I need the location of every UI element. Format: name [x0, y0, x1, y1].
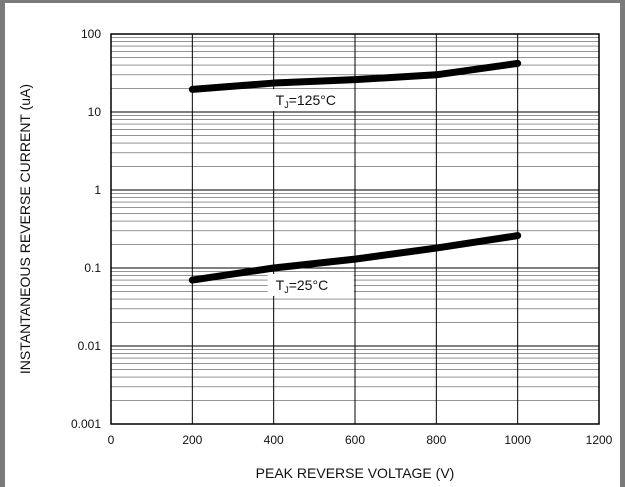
data-point [435, 247, 437, 249]
x-tick-label: 1200 [586, 433, 613, 447]
data-point [354, 79, 356, 81]
data-point [354, 258, 356, 260]
major-gridlines [110, 33, 600, 425]
data-point [435, 74, 437, 76]
data-point [273, 267, 275, 269]
y-tick-label: 100 [81, 27, 101, 41]
x-tick-label: 800 [426, 433, 446, 447]
x-tick-label: 0 [108, 433, 115, 447]
series-label-background [267, 274, 354, 296]
y-tick-label: 10 [88, 105, 102, 119]
x-axis-ticks: 0 200 400 600 800 1000 1200 [108, 433, 613, 447]
data-point [191, 88, 193, 90]
data-point [517, 62, 519, 64]
y-tick-label: 1 [94, 183, 101, 197]
y-tick-label: 0.001 [71, 417, 101, 431]
data-point [517, 235, 519, 237]
y-tick-label: 0.1 [84, 261, 101, 275]
x-tick-label: 600 [345, 433, 365, 447]
series-lines [188, 59, 522, 284]
y-tick-label: 0.01 [78, 339, 102, 353]
x-axis-title: PEAK REVERSE VOLTAGE (V) [256, 465, 455, 481]
data-point [191, 279, 193, 281]
x-tick-label: 1000 [504, 433, 531, 447]
data-point [273, 82, 275, 84]
x-tick-label: 200 [182, 433, 202, 447]
plot-area [110, 33, 600, 425]
x-tick-label: 400 [264, 433, 284, 447]
y-axis-title: INSTANTANEOUS REVERSE CURRENT (uA) [17, 84, 33, 374]
series-labels: TJ=125°C TJ=25°C [267, 89, 354, 296]
series-label: TJ=25°C [276, 277, 329, 295]
series-label-background [267, 89, 354, 112]
y-axis-ticks: 0.001 0.01 0.1 1 10 100 [71, 27, 101, 431]
series-label: TJ=125°C [276, 92, 336, 110]
